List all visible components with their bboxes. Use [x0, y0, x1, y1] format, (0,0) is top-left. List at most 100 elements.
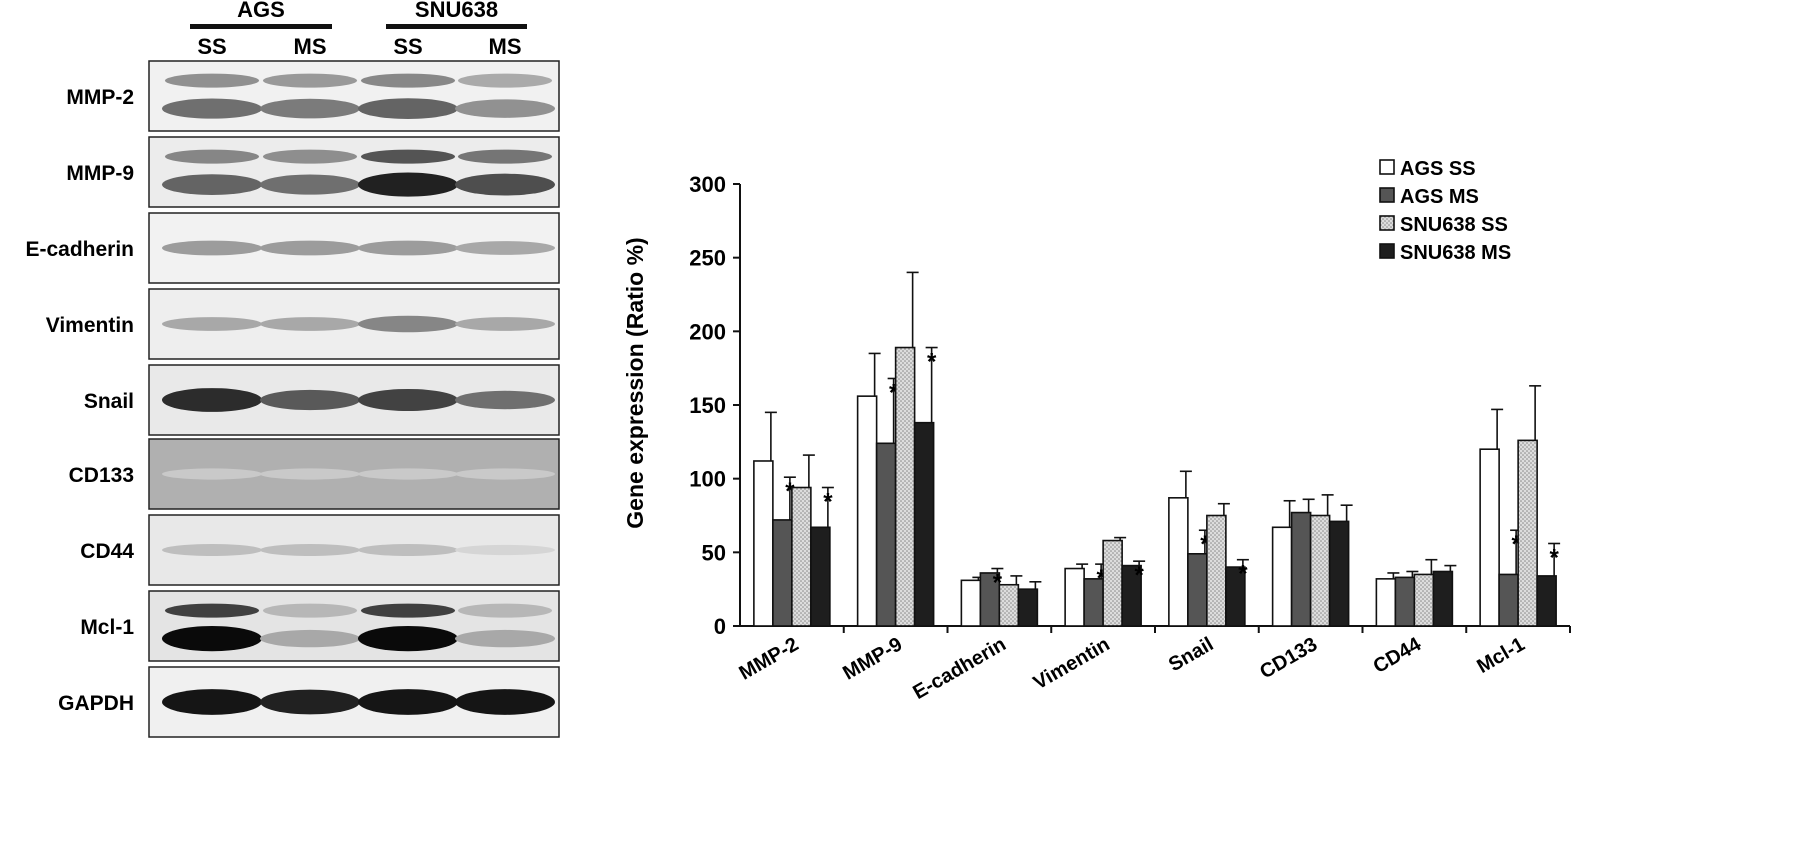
y-tick-label: 0 — [714, 614, 726, 639]
western-blot-figure: AGS SS MS SNU638 SS MS MMP-2 MMP-9 E-cadherin Vim… — [25, 0, 560, 738]
legend-swatch — [1379, 187, 1395, 203]
bar — [1309, 514, 1331, 627]
legend-swatch — [1379, 243, 1395, 259]
bar — [1479, 448, 1500, 627]
bar — [856, 395, 878, 627]
blot-band — [458, 149, 552, 164]
blot-band — [260, 240, 360, 256]
bar — [1517, 439, 1538, 627]
x-tick-label: Vimentin — [1030, 633, 1114, 694]
blot-lane-label: MS — [294, 34, 327, 59]
blot-band — [358, 689, 458, 715]
bar — [1225, 566, 1246, 627]
blot-band — [358, 98, 458, 119]
bar-chart: Gene expression (Ratio %) 0 50 100 150 200 25… — [622, 158, 1571, 704]
blot-band — [165, 603, 259, 618]
blot-band — [358, 240, 458, 256]
blot-band — [263, 603, 357, 618]
bar — [1375, 578, 1397, 627]
blot-band — [455, 390, 555, 410]
y-axis-label: Gene expression (Ratio %) — [622, 237, 648, 528]
blot-band — [358, 626, 458, 652]
blot-row-label: GAPDH — [58, 692, 134, 715]
blot-group-bar — [190, 24, 332, 29]
blot-row: E-cadherin — [25, 212, 560, 284]
blot-band — [361, 149, 455, 164]
bar — [1328, 520, 1350, 627]
blot-band — [162, 240, 262, 256]
blot-band — [260, 543, 360, 557]
bar — [1413, 573, 1435, 627]
blot-band — [455, 468, 555, 480]
blot-row: GAPDH — [58, 666, 560, 738]
blot-row-label: E-cadherin — [25, 238, 134, 261]
gene-expression-chart: Gene expression (Ratio %) 0 50 100 150 200 25… — [600, 0, 1795, 847]
blot-band — [358, 543, 458, 557]
blot-membrane — [148, 136, 560, 208]
bar — [894, 346, 916, 627]
significance-marker: * — [927, 349, 937, 376]
blot-row: MMP-9 — [66, 136, 560, 208]
y-tick-label: 200 — [689, 319, 726, 344]
blot-row-label: CD44 — [80, 540, 134, 563]
blot-band — [260, 689, 360, 715]
blot-band — [162, 317, 262, 331]
significance-marker: * — [1549, 544, 1559, 571]
x-tick-label: E-cadherin — [909, 633, 1010, 704]
bar — [1290, 511, 1312, 627]
significance-marker: * — [1096, 565, 1106, 592]
blot-band — [260, 317, 360, 331]
legend-label: AGS SS — [1400, 158, 1476, 180]
bar — [1432, 570, 1454, 627]
bar — [753, 460, 774, 627]
blot-row: Vimentin — [46, 288, 560, 360]
bar — [791, 486, 812, 627]
blot-band — [260, 468, 360, 480]
blot-band — [458, 73, 552, 88]
x-tick-label: MMP-2 — [736, 633, 803, 684]
legend-swatch — [1379, 215, 1395, 231]
bar — [810, 526, 831, 627]
y-tick-label: 50 — [702, 540, 726, 565]
x-tick-label: MMP-9 — [839, 633, 906, 684]
blot-lane-label: SS — [393, 34, 422, 59]
blot-band — [162, 98, 262, 119]
blot-band — [263, 73, 357, 88]
blot-band — [263, 149, 357, 164]
bar — [1187, 553, 1208, 627]
significance-marker: * — [823, 489, 833, 516]
blot-band — [358, 172, 458, 197]
blot-band — [260, 174, 360, 195]
significance-marker: * — [1511, 531, 1521, 558]
blot-band — [162, 174, 262, 195]
blot-row-label: Vimentin — [46, 314, 134, 337]
blot-row-label: MMP-9 — [66, 162, 134, 185]
x-tick-label: Mcl-1 — [1473, 633, 1528, 678]
bar — [1168, 497, 1189, 627]
significance-marker: * — [889, 379, 899, 406]
blot-membrane — [148, 60, 560, 132]
blot-row: CD133 — [69, 438, 560, 510]
y-tick-label: 250 — [689, 246, 726, 271]
blot-group-label: AGS — [237, 0, 285, 22]
bar — [1394, 576, 1416, 627]
bar — [1064, 567, 1085, 627]
bar — [1271, 526, 1293, 627]
blot-band — [165, 73, 259, 88]
blot-band — [455, 689, 555, 715]
bar — [913, 421, 935, 627]
significance-marker: * — [785, 478, 795, 505]
blot-lane-label: MS — [489, 34, 522, 59]
blot-row: Snail — [84, 364, 560, 436]
blot-band — [458, 603, 552, 618]
blot-band — [455, 629, 555, 648]
x-tick-label: CD44 — [1370, 633, 1426, 678]
blot-band — [361, 73, 455, 88]
blot-band — [455, 99, 555, 118]
blot-band — [358, 468, 458, 480]
blot-group-label: SNU638 — [415, 0, 498, 22]
blot-band — [162, 543, 262, 557]
blot-group-bar — [386, 24, 527, 29]
y-tick-label: 100 — [689, 467, 726, 492]
blot-row-label: Mcl-1 — [80, 616, 134, 639]
